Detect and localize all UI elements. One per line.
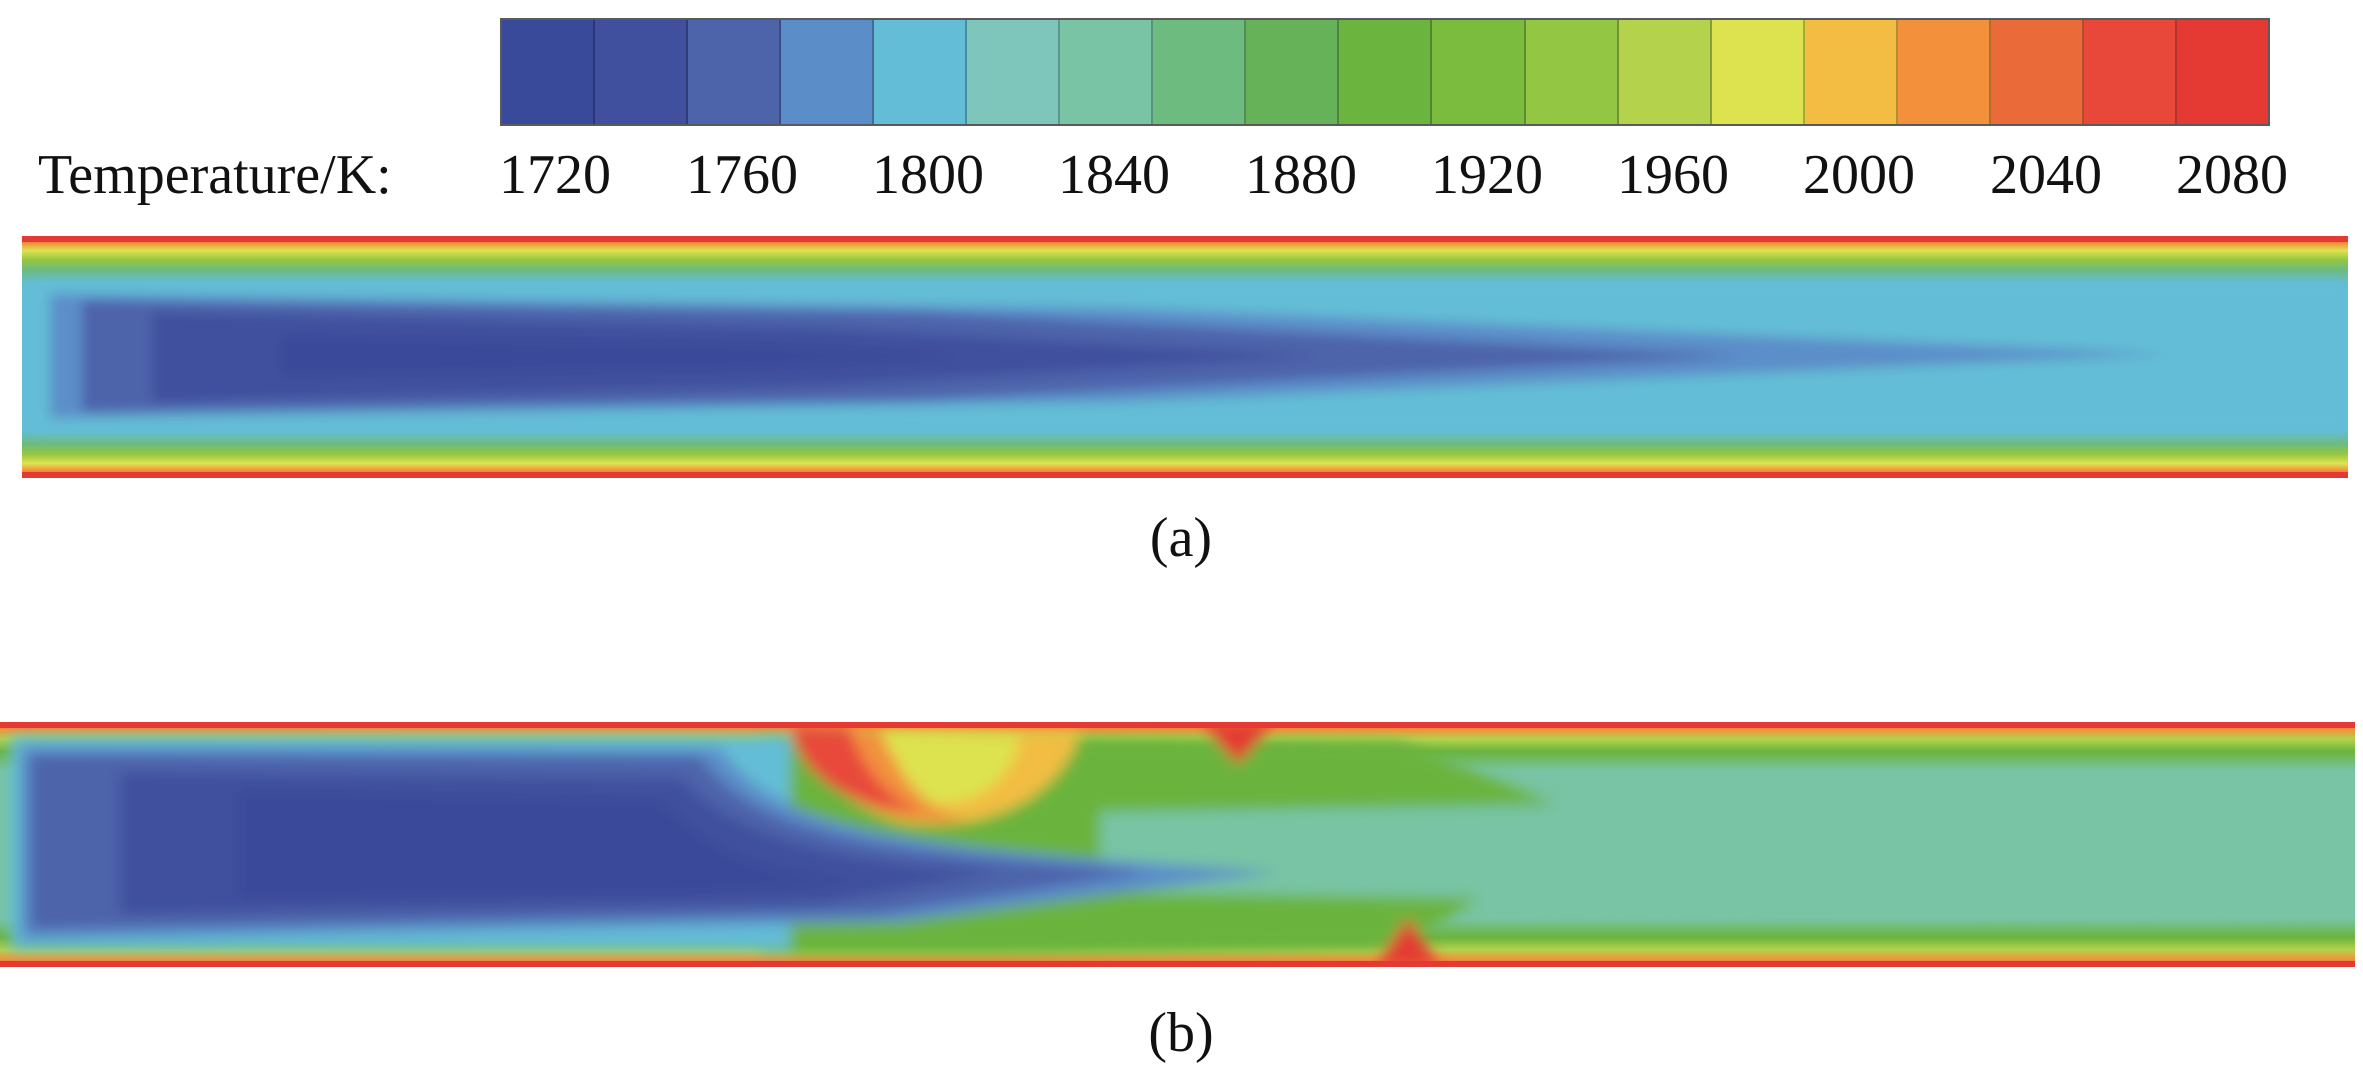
colorbar-segment bbox=[967, 20, 1061, 124]
colorbar-segment bbox=[688, 20, 782, 124]
colorbar-tick-1840: 1840 bbox=[1058, 144, 1170, 206]
colorbar-segment bbox=[1060, 20, 1154, 124]
colorbar-segment bbox=[1246, 20, 1340, 124]
colorbar-segment bbox=[1618, 20, 1712, 124]
colorbar-tick-2000: 2000 bbox=[1803, 144, 1915, 206]
colorbar-tick-1800: 1800 bbox=[872, 144, 984, 206]
panel-b-contour bbox=[0, 722, 2355, 967]
panel-a-caption: (a) bbox=[1149, 507, 1213, 569]
colorbar-segment bbox=[2083, 20, 2177, 124]
colorbar-tick-1720: 1720 bbox=[499, 144, 611, 206]
colorbar-segment bbox=[1525, 20, 1619, 124]
colorbar-segment bbox=[874, 20, 968, 124]
colorbar-segment bbox=[1432, 20, 1526, 124]
colorbar-segment bbox=[781, 20, 875, 124]
colorbar-tick-2040: 2040 bbox=[1990, 144, 2102, 206]
colorbar-tick-2080: 2080 bbox=[2176, 144, 2288, 206]
colorbar-segment bbox=[2176, 20, 2268, 124]
colorbar-segment bbox=[595, 20, 689, 124]
panel-a-field-svg bbox=[22, 236, 2348, 478]
panel-b-field-svg bbox=[0, 722, 2355, 967]
colorbar-segment bbox=[1339, 20, 1433, 124]
colorbar-tick-1760: 1760 bbox=[686, 144, 798, 206]
colorbar-tick-1880: 1880 bbox=[1245, 144, 1357, 206]
colorbar-segment bbox=[1990, 20, 2084, 124]
colorbar-tick-1960: 1960 bbox=[1617, 144, 1729, 206]
temperature-colorbar bbox=[500, 18, 2270, 126]
colorbar-segment bbox=[1804, 20, 1898, 124]
panel-a-contour bbox=[22, 236, 2348, 478]
colorbar-segment bbox=[502, 20, 596, 124]
colorbar-tick-1920: 1920 bbox=[1431, 144, 1543, 206]
panel-b-caption: (b) bbox=[1148, 1002, 1214, 1064]
colorbar-segment bbox=[1711, 20, 1805, 124]
colorbar-segment bbox=[1897, 20, 1991, 124]
colorbar-segment bbox=[1153, 20, 1247, 124]
colorbar-quantity-label: Temperature/K: bbox=[38, 144, 392, 206]
